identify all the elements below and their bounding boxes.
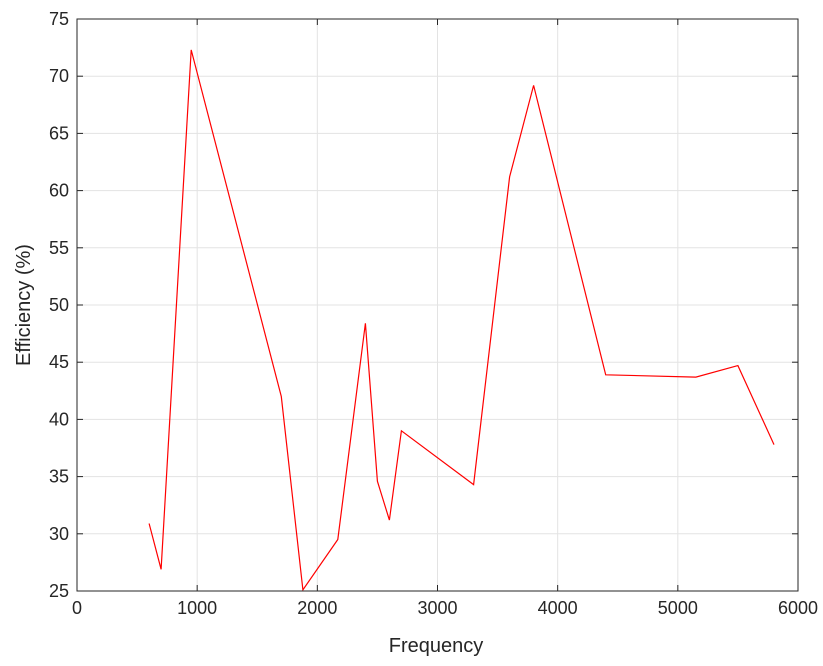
series-layer xyxy=(148,49,775,592)
y-tick-label: 40 xyxy=(49,409,69,429)
x-tick-label: 1000 xyxy=(177,598,217,618)
y-tick-label: 45 xyxy=(49,352,69,372)
y-tick-label: 25 xyxy=(49,581,69,601)
y-tick-label: 30 xyxy=(49,524,69,544)
y-axis-label: Efficiency (%) xyxy=(13,244,35,366)
series-line xyxy=(148,49,775,592)
y-tick-label: 60 xyxy=(49,181,69,201)
x-tick-label: 2000 xyxy=(297,598,337,618)
x-axis-label: Frequency xyxy=(389,635,484,657)
y-tick-label: 65 xyxy=(49,123,69,143)
x-tick-label: 5000 xyxy=(658,598,698,618)
ticks-layer: 0 1000 2000 3000 4000 5000 6000 25 30 35 40 45 50 55 6… xyxy=(49,9,818,618)
y-tick-label: 75 xyxy=(49,9,69,29)
x-tick-label: 3000 xyxy=(417,598,457,618)
x-tick-label: 4000 xyxy=(538,598,578,618)
x-tick-label: 6000 xyxy=(778,598,818,618)
x-tick-label: 0 xyxy=(72,598,82,618)
y-tick-label: 35 xyxy=(49,467,69,487)
y-tick-label: 70 xyxy=(49,66,69,86)
y-tick-label: 55 xyxy=(49,238,69,258)
y-tick-label: 50 xyxy=(49,295,69,315)
grid-layer xyxy=(76,18,799,592)
